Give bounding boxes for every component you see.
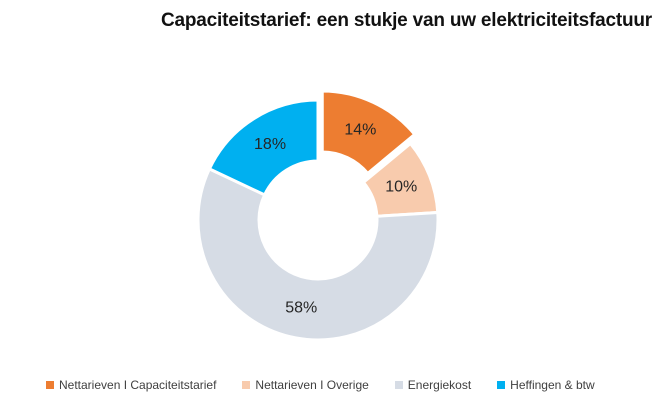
- legend-item-energiekost: Energiekost: [394, 378, 472, 392]
- legend-swatch: [497, 381, 506, 389]
- slice-data-label: 10%: [385, 179, 417, 196]
- legend-label: Nettarieven I Capaciteitstarief: [59, 378, 217, 392]
- donut-slice: [207, 98, 320, 197]
- legend-item-capaciteitstarief: Nettarieven I Capaciteitstarief: [46, 378, 216, 392]
- legend-swatch: [394, 381, 403, 389]
- donut-slice: [196, 166, 440, 342]
- legend-item-overige: Nettarieven I Overige: [242, 378, 369, 392]
- legend-swatch: [242, 381, 251, 389]
- slice-data-label: 18%: [254, 136, 286, 153]
- legend-label: Heffingen & btw: [510, 378, 595, 392]
- legend-label: Energiekost: [407, 378, 472, 392]
- slice-data-label: 14%: [344, 121, 376, 138]
- donut-slice: [320, 89, 417, 176]
- legend-swatch: [46, 381, 54, 389]
- chart-title: Capaciteitstarief: een stukje van uw ele…: [160, 10, 652, 31]
- legend: Nettarieven I Capaciteitstarief Nettarie…: [46, 376, 621, 394]
- legend-item-heffingen: Heffingen & btw: [497, 378, 595, 392]
- legend-label: Nettarieven I Overige: [255, 378, 369, 392]
- slice-data-label: 58%: [285, 299, 317, 316]
